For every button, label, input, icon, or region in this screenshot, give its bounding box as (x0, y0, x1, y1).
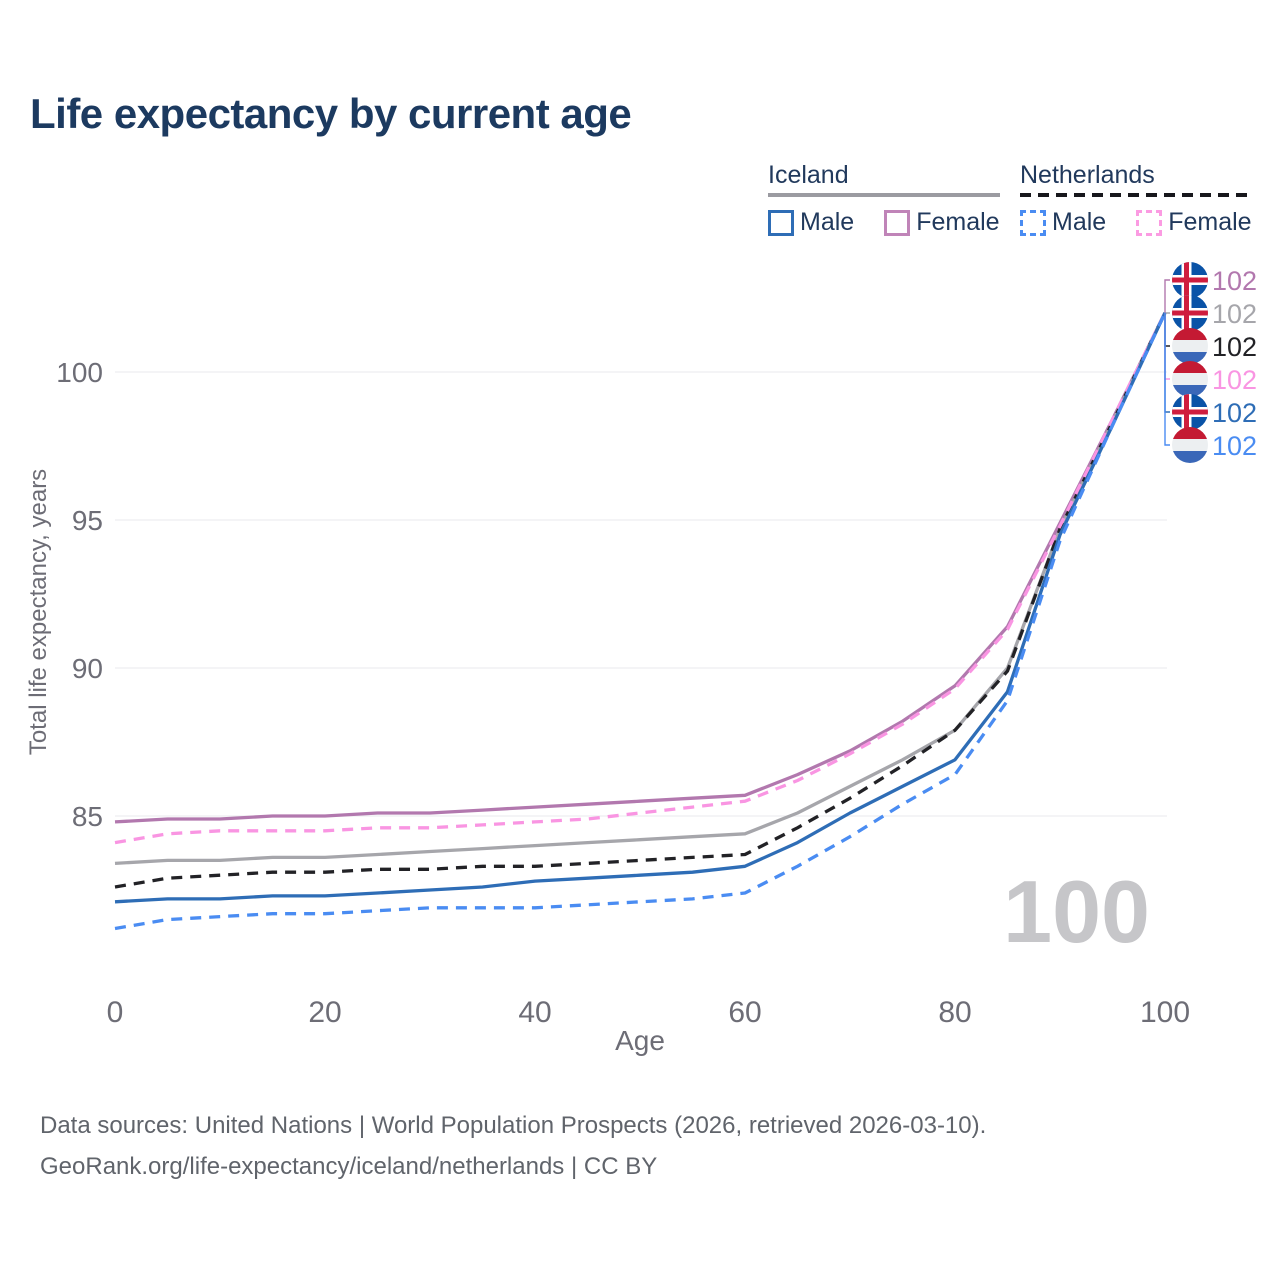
end-label-connector (1164, 279, 1170, 313)
end-value-label-iceland-male: 102 (1212, 398, 1257, 428)
legend-item-iceland-male[interactable]: Male (768, 208, 854, 237)
legend-header-iceland[interactable]: Iceland (768, 161, 849, 189)
netherlands-flag-icon (1172, 427, 1208, 463)
y-axis-title: Total life expectancy, years (25, 469, 52, 755)
series-line-netherlands-total[interactable] (114, 312, 1167, 889)
netherlands-flag-icon (1172, 328, 1208, 364)
series-line-netherlands-male[interactable] (114, 312, 1167, 931)
x-tick-label: 20 (308, 996, 341, 1029)
netherlands-dashed-line-sample (1020, 193, 1252, 197)
iceland-female-swatch-icon (884, 209, 911, 236)
attribution-line[interactable]: GeoRank.org/life-expectancy/iceland/neth… (40, 1153, 658, 1180)
end-value-label-netherlands-total: 102 (1212, 332, 1257, 362)
y-tick-label: 85 (72, 801, 103, 832)
end-value-label-netherlands-male: 102 (1212, 431, 1257, 461)
end-label-connector (1164, 312, 1170, 446)
end-value-label-iceland-female: 102 (1212, 266, 1257, 296)
netherlands-female-swatch-icon (1136, 209, 1163, 236)
legend-item-iceland-female[interactable]: Female (884, 208, 1000, 237)
iceland-flag-icon (1172, 262, 1208, 298)
iceland-flag-icon (1172, 295, 1208, 331)
legend-group-netherlands: Netherlands Male Female (1020, 161, 1252, 237)
x-tick-label: 100 (1140, 996, 1190, 1029)
end-label-connector (1164, 312, 1170, 413)
iceland-solid-line-sample (768, 193, 1000, 197)
series-line-iceland-female[interactable] (114, 312, 1167, 824)
y-tick-label: 100 (56, 357, 103, 388)
y-tick-label: 95 (72, 505, 103, 536)
legend-group-iceland: Iceland Male Female (768, 161, 1000, 237)
netherlands-flag-icon (1172, 361, 1208, 397)
data-source-note: Data sources: United Nations | World Pop… (40, 1105, 986, 1187)
page-title: Life expectancy by current age (30, 90, 632, 137)
iceland-male-swatch-icon (768, 209, 794, 236)
end-value-label-netherlands-female: 102 (1212, 365, 1257, 395)
current-age-watermark: 100 (1003, 862, 1150, 961)
series-line-iceland-total[interactable] (114, 312, 1167, 866)
x-tick-label: 40 (518, 996, 551, 1029)
netherlands-male-swatch-icon (1020, 209, 1046, 236)
x-axis-title: Age (615, 1025, 665, 1056)
source-line: Data sources: United Nations | World Pop… (40, 1112, 987, 1139)
end-label-connector (1164, 312, 1170, 347)
x-tick-label: 80 (938, 996, 971, 1029)
legend-header-netherlands[interactable]: Netherlands (1020, 161, 1155, 189)
x-tick-label: 0 (107, 996, 124, 1029)
line-chart: 85 90 95 100 0 20 40 60 80 100 Age Total life expec… (25, 0, 1257, 1056)
x-tick-label: 60 (728, 996, 761, 1029)
legend-item-netherlands-male[interactable]: Male (1020, 208, 1106, 237)
iceland-flag-icon (1172, 394, 1208, 430)
legend-item-netherlands-female[interactable]: Female (1136, 208, 1252, 237)
end-value-label-iceland-total: 102 (1212, 299, 1257, 329)
y-tick-label: 90 (72, 653, 103, 684)
series-line-netherlands-female[interactable] (114, 312, 1167, 845)
series-line-iceland-male[interactable] (114, 312, 1167, 904)
